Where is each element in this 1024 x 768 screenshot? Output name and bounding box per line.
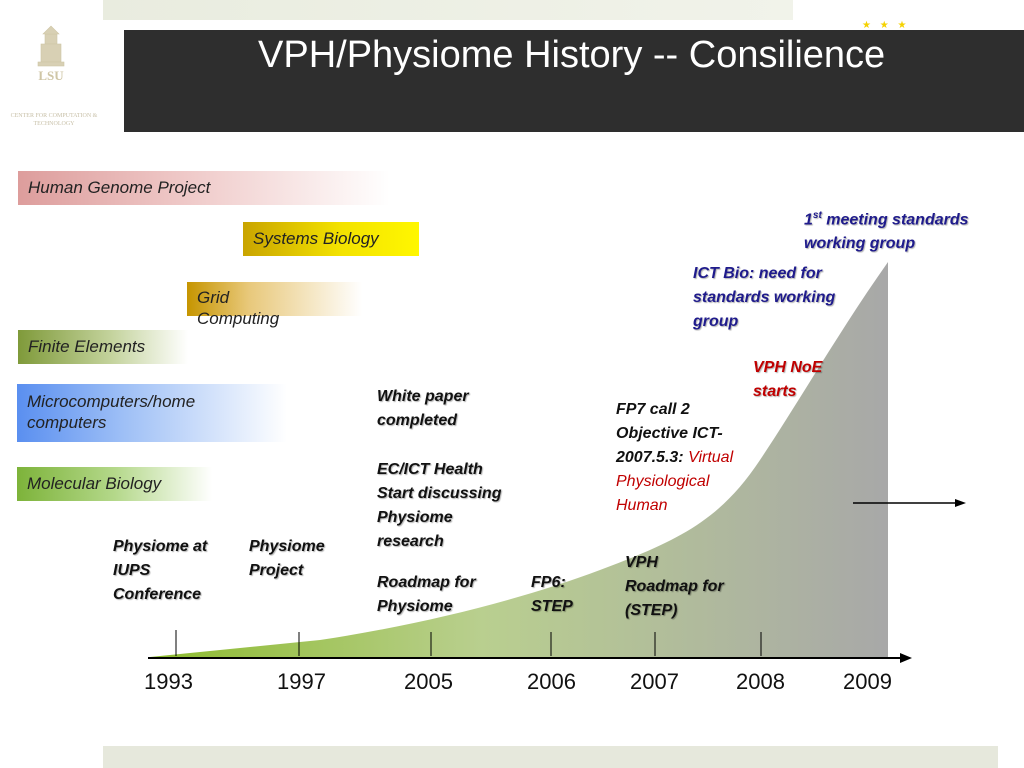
annotation-ict-bio: ICT Bio: need for standards working grou… — [693, 262, 835, 334]
band-microcomputers: Microcomputers/home computers — [17, 384, 287, 442]
annotation-white-paper: White paper completed — [377, 385, 469, 433]
band-systems-biology: Systems Biology — [243, 222, 419, 256]
band-human-genome-project: Human Genome Project — [18, 171, 390, 205]
annotation-physiome-iups: Physiome at IUPS Conference — [113, 535, 207, 607]
lsu-logo: LSU CENTER FOR COMPUTATION & TECHNOLOGY — [0, 20, 110, 132]
standards-meeting-ordinal: st — [812, 210, 822, 221]
year-label-2006: 2006 — [527, 669, 576, 694]
band-grid-line-1: Grid — [197, 288, 230, 307]
annotation-roadmap-physiome: Roadmap for Physiome — [377, 571, 476, 619]
physiome-iups-line-2: IUPS — [113, 562, 151, 579]
fp6-line-2: STEP — [531, 598, 573, 615]
ec-ict-line-2: Start discussing — [377, 485, 502, 502]
band-micro-line-1: Microcomputers/home — [27, 392, 196, 411]
annotation-fp7-call: FP7 call 2 Objective ICT- 2007.5.3: Virt… — [616, 398, 733, 518]
title-bar — [124, 30, 1024, 132]
white-paper-line-1: White paper — [377, 388, 469, 405]
standards-meeting-number: 1 — [804, 211, 813, 229]
band-micro-line-2: computers — [27, 413, 107, 432]
fp7-line-1: FP7 call 2 — [616, 401, 690, 418]
fp7-line-3a: 2007.5.3: — [616, 449, 689, 466]
year-label-1993: 1993 — [144, 669, 193, 694]
ict-bio-line-1: ICT Bio: need for — [693, 265, 822, 282]
future-arrow-head — [955, 499, 966, 507]
standards-meeting-line-2: working group — [804, 235, 916, 253]
vph-noe-line-2: starts — [753, 383, 797, 400]
year-label-2005: 2005 — [404, 669, 453, 694]
band-grid-line-2: Computing — [197, 309, 280, 328]
annotation-ec-ict-health: EC/ICT Health Start discussing Physiome … — [377, 458, 501, 554]
fp7-line-5: Human — [616, 497, 668, 514]
bottom-decorative-strip — [103, 746, 998, 768]
band-grid-computing: Grid Computing — [187, 282, 362, 328]
year-label-1997: 1997 — [277, 669, 326, 694]
roadmap-physiome-line-2: Physiome — [377, 598, 453, 615]
ict-bio-line-3: group — [693, 313, 739, 330]
band-molecular-biology: Molecular Biology — [17, 467, 212, 501]
fp7-line-2: Objective ICT- — [616, 425, 723, 442]
lsu-logo-caption: CENTER FOR COMPUTATION & TECHNOLOGY — [10, 113, 98, 127]
timeline-axis-arrowhead — [900, 653, 912, 663]
annotation-physiome-project: Physiome Project — [249, 535, 325, 583]
lsu-logo-letters: LSU — [38, 68, 64, 83]
vph-roadmap-line-1: VPH — [625, 554, 658, 571]
year-label-2009: 2009 — [843, 669, 892, 694]
annotation-vph-noe: VPH NoE starts — [753, 356, 822, 404]
vph-noe-line-1: VPH NoE — [753, 359, 823, 376]
vph-roadmap-line-2: Roadmap for — [625, 578, 724, 595]
annotation-fp6-step: FP6: STEP — [531, 571, 573, 619]
vph-roadmap-line-3: (STEP) — [625, 602, 678, 619]
year-label-2007: 2007 — [630, 669, 679, 694]
annotation-vph-roadmap: VPH Roadmap for (STEP) — [625, 551, 724, 623]
slide-title: VPH/Physiome History -- Consilience — [258, 34, 886, 76]
physiome-project-line-2: Project — [249, 562, 304, 579]
ict-bio-line-2: standards working — [693, 289, 836, 306]
eu-stars-icon: ★ ★ ★ — [862, 20, 910, 31]
white-paper-line-2: completed — [377, 412, 458, 429]
top-decorative-strip — [103, 0, 793, 20]
standards-meeting-rest: meeting standards — [821, 211, 969, 229]
physiome-project-line-1: Physiome — [249, 538, 325, 555]
year-label-2008: 2008 — [736, 669, 785, 694]
physiome-iups-line-1: Physiome at — [113, 538, 208, 555]
fp6-line-1: FP6: — [531, 574, 566, 591]
roadmap-physiome-line-1: Roadmap for — [377, 574, 476, 591]
annotation-standards-meeting: 1st meeting standards working group — [804, 204, 969, 256]
physiome-iups-line-3: Conference — [113, 586, 202, 603]
fp7-line-4: Physiological — [616, 473, 710, 490]
band-finite-elements: Finite Elements — [18, 330, 188, 364]
ec-ict-line-3: Physiome — [377, 509, 453, 526]
fp7-line-3b: Virtual — [688, 449, 734, 466]
ec-ict-line-4: research — [377, 533, 444, 550]
ec-ict-line-1: EC/ICT Health — [377, 461, 483, 478]
growth-curve-area — [150, 262, 888, 657]
